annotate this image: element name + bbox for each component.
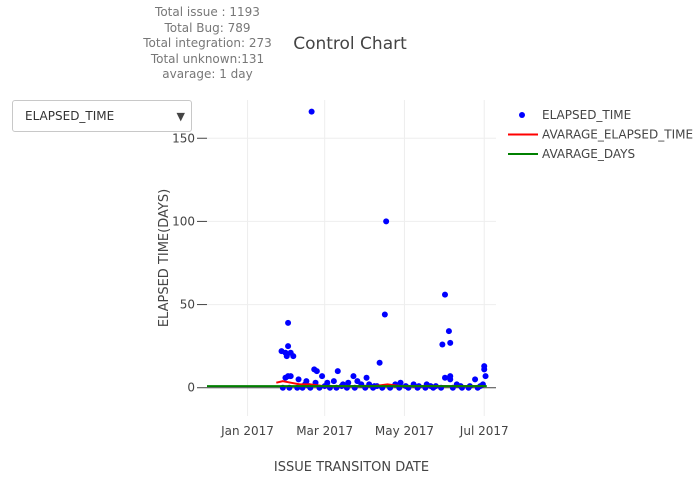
data-point bbox=[285, 319, 292, 326]
x-tick-label: May 2017 bbox=[375, 424, 434, 438]
data-point bbox=[287, 373, 294, 380]
legend-label: AVARAGE_DAYS bbox=[542, 147, 635, 161]
metric-select[interactable]: ELAPSED_TIME ▼ bbox=[12, 100, 192, 132]
data-point bbox=[334, 368, 341, 375]
data-point bbox=[363, 374, 370, 381]
data-point bbox=[313, 368, 320, 375]
data-point bbox=[447, 373, 454, 380]
y-tick-label: 100 bbox=[172, 214, 195, 228]
data-point bbox=[290, 353, 297, 360]
y-axis-title: ELAPSED TIME(DAYS) bbox=[157, 189, 172, 327]
data-point bbox=[376, 359, 383, 366]
x-tick-label: Jan 2017 bbox=[220, 424, 274, 438]
grid-lines bbox=[207, 100, 496, 416]
data-point bbox=[447, 339, 454, 346]
stat-total-integration: Total integration: 273 bbox=[143, 36, 272, 50]
stat-average: avarage: 1 day bbox=[162, 67, 253, 81]
data-point bbox=[383, 218, 390, 225]
data-point bbox=[319, 373, 326, 380]
summary-stats: Total issue : 1193 Total Bug: 789 Total … bbox=[120, 5, 295, 83]
data-point bbox=[283, 353, 290, 360]
y-axis-ticks: 0 50 100 150 bbox=[172, 131, 207, 395]
legend: ELAPSED_TIME AVARAGE_ELAPSED_TIME AVARAGE_… bbox=[508, 108, 693, 161]
data-point bbox=[295, 376, 302, 383]
triangle-down-icon: ▼ bbox=[176, 109, 185, 123]
metric-select-value: ELAPSED_TIME bbox=[25, 109, 115, 123]
stat-total-bug: Total Bug: 789 bbox=[164, 20, 251, 35]
y-tick-label: 0 bbox=[187, 381, 195, 395]
stat-total-unknown: Total unknown:131 bbox=[150, 51, 265, 66]
series-elapsed_time bbox=[278, 108, 489, 391]
data-point bbox=[481, 366, 488, 373]
data-point bbox=[442, 291, 448, 298]
data-point bbox=[397, 379, 404, 386]
x-axis-ticks: Jan 2017 Mar 2017 May 2017 Jul 2017 bbox=[220, 424, 509, 438]
legend-item: AVARAGE_DAYS bbox=[508, 147, 635, 161]
data-point bbox=[445, 328, 452, 335]
data-point bbox=[442, 374, 448, 381]
data-point bbox=[278, 348, 285, 355]
data-point bbox=[285, 343, 292, 350]
data-point bbox=[439, 341, 446, 348]
stat-total-issue: Total issue : 1193 bbox=[155, 5, 260, 19]
legend-label: AVARAGE_ELAPSED_TIME bbox=[542, 128, 693, 142]
legend-item: AVARAGE_ELAPSED_TIME bbox=[508, 128, 693, 142]
legend-item: ELAPSED_TIME bbox=[519, 108, 631, 122]
data-point bbox=[472, 376, 479, 383]
legend-label: ELAPSED_TIME bbox=[542, 108, 631, 122]
data-point bbox=[330, 378, 337, 385]
legend-marker bbox=[519, 112, 525, 118]
data-point bbox=[381, 311, 388, 318]
data-point bbox=[350, 373, 357, 380]
x-tick-label: Jul 2017 bbox=[459, 424, 509, 438]
y-tick-label: 50 bbox=[180, 298, 195, 312]
x-tick-label: Mar 2017 bbox=[296, 424, 353, 438]
x-axis-title: ISSUE TRANSITON DATE bbox=[274, 460, 429, 475]
data-point bbox=[482, 373, 489, 380]
data-point bbox=[354, 378, 361, 385]
data-point bbox=[345, 379, 352, 386]
y-tick-label: 150 bbox=[172, 131, 195, 145]
data-point bbox=[308, 108, 315, 115]
chart-title: Control Chart bbox=[293, 34, 407, 54]
